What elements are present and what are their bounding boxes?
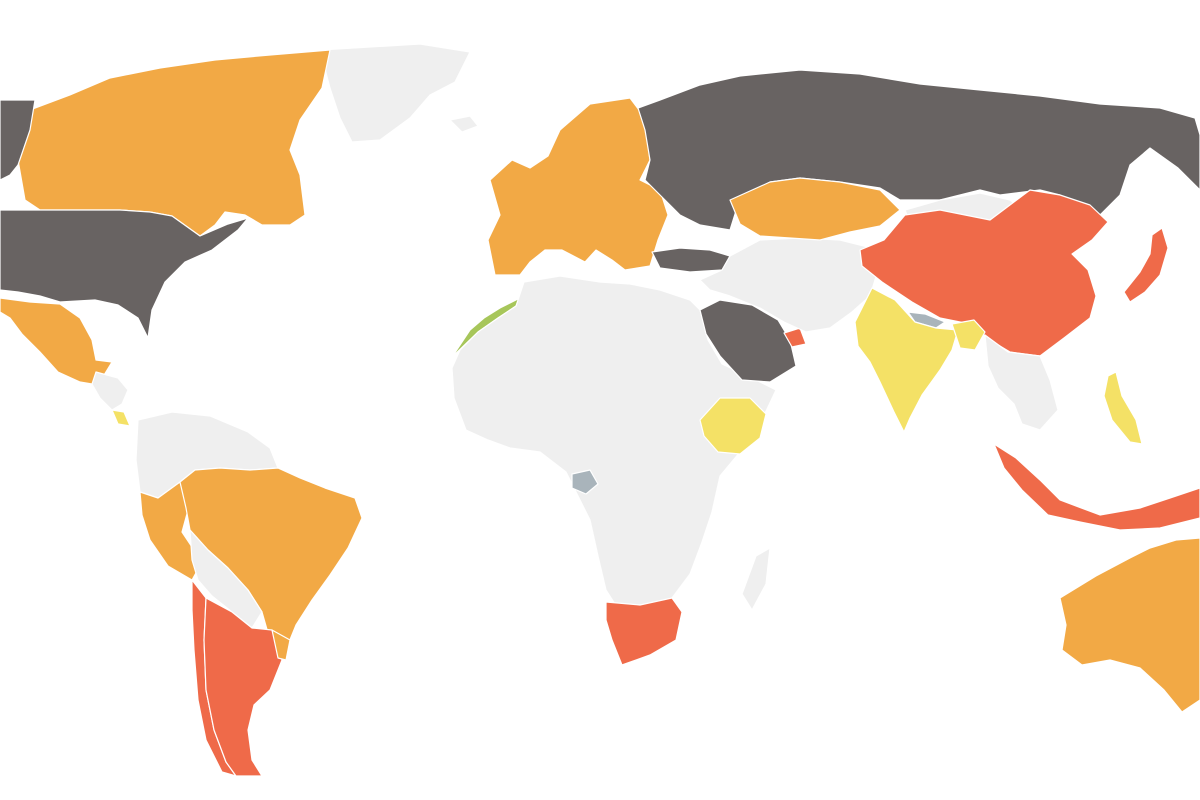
region-united-states[interactable] — [0, 209, 249, 339]
region-turkey[interactable] — [651, 247, 731, 273]
region-canada[interactable] — [17, 49, 331, 237]
region-philippines[interactable] — [1103, 371, 1143, 445]
region-alaska[interactable] — [0, 99, 36, 181]
region-argentina[interactable] — [203, 597, 283, 777]
region-costa-rica[interactable] — [111, 409, 131, 427]
region-southeast-asia[interactable] — [984, 334, 1059, 431]
region-china[interactable] — [859, 189, 1109, 357]
region-saudi-arabia[interactable] — [699, 299, 797, 383]
region-greenland[interactable] — [319, 43, 471, 143]
region-kazakhstan[interactable] — [729, 177, 901, 241]
region-bhutan-bangladesh[interactable] — [951, 319, 986, 351]
region-india[interactable] — [854, 287, 959, 433]
region-gabon[interactable] — [571, 469, 599, 495]
region-madagascar[interactable] — [741, 547, 771, 611]
region-uae[interactable] — [783, 327, 807, 348]
region-iceland[interactable] — [449, 115, 479, 133]
region-europe[interactable] — [487, 97, 669, 276]
region-australia[interactable] — [1059, 537, 1200, 713]
region-ethiopia[interactable] — [699, 397, 767, 455]
region-central-america[interactable] — [91, 371, 129, 411]
region-middle-east-central-asia[interactable] — [699, 237, 879, 333]
region-japan[interactable] — [1123, 227, 1169, 303]
region-uruguay[interactable] — [271, 629, 291, 661]
region-south-africa[interactable] — [605, 597, 683, 666]
region-mexico[interactable] — [0, 297, 113, 386]
region-indonesia[interactable] — [993, 443, 1200, 531]
